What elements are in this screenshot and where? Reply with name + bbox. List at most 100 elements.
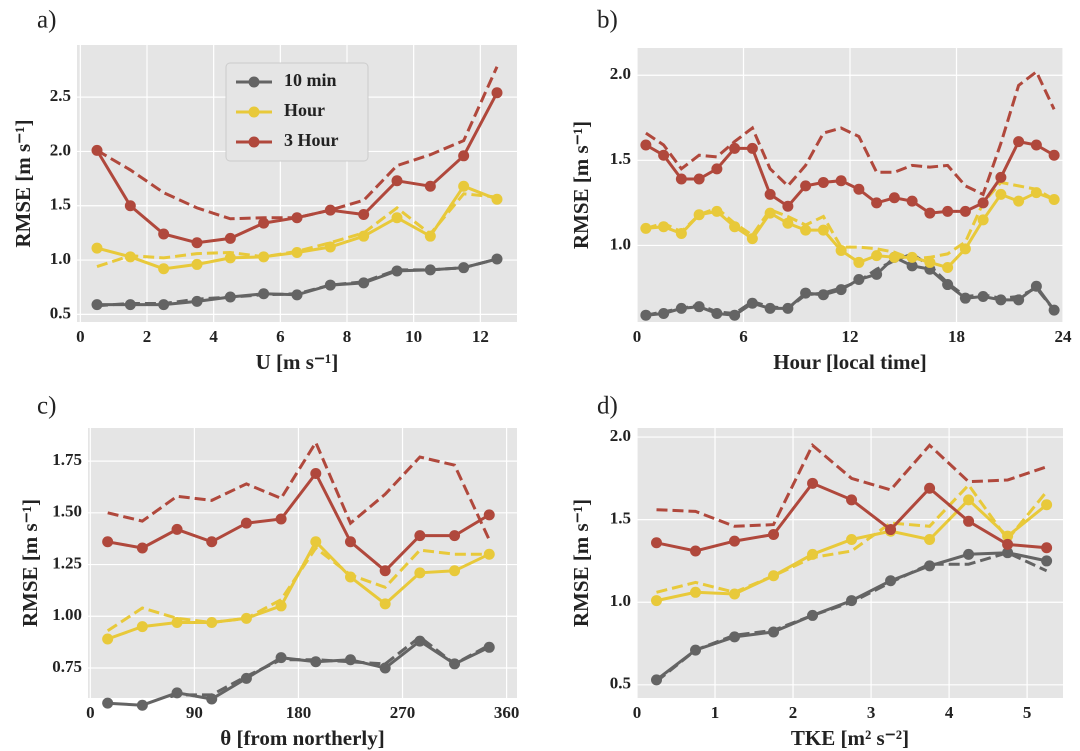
x-axis-label: TKE [m² s⁻²] [791,726,909,750]
point [693,209,705,221]
x-tick-label: 0 [86,703,95,722]
point [675,228,687,240]
point [310,536,322,548]
point [782,200,794,212]
x-tick-label: 2 [789,703,798,722]
point [291,246,303,258]
point [977,290,989,302]
point [871,197,883,209]
y-tick-label: 1.0 [610,591,631,610]
point [651,595,663,607]
x-tick-label: 1 [711,703,720,722]
point [1030,139,1042,151]
point [379,598,391,610]
point [924,256,936,268]
x-tick-label: 90 [186,703,203,722]
point [835,245,847,257]
point [640,222,652,234]
point [391,212,403,224]
point [258,288,270,300]
point [102,697,114,709]
point [275,513,287,525]
point [675,302,687,314]
x-tick-label: 4 [945,703,954,722]
point [651,537,663,549]
point [1048,149,1060,161]
point [171,687,183,699]
point [658,149,670,161]
point [942,205,954,217]
point [807,548,819,560]
point [344,536,356,548]
x-tick-label: 180 [286,703,312,722]
point [817,289,829,301]
point [764,188,776,200]
x-tick-label: 10 [405,327,422,346]
y-tick-label: 2.5 [50,86,71,105]
y-tick-label: 0.75 [52,657,82,676]
legend-box [225,62,369,162]
point [1030,280,1042,292]
point [995,171,1007,183]
y-tick-label: 2.0 [610,426,631,445]
panel-label: d) [597,393,618,420]
point [693,173,705,185]
y-tick-label: 0.5 [610,674,631,693]
x-tick-label: 4 [209,327,218,346]
legend-marker [248,136,260,148]
point [835,284,847,296]
series-line [107,470,490,573]
point [483,641,495,653]
point [324,241,336,253]
point [782,302,794,314]
point [782,217,794,229]
point [358,230,370,242]
point [275,600,287,612]
point [640,139,652,151]
y-tick-label: 1.00 [52,605,82,624]
point [906,260,918,272]
point [995,188,1007,200]
point [91,299,103,311]
point [191,258,203,270]
x-tick-label: 0 [633,703,642,722]
point [846,595,858,607]
point [224,291,236,303]
point [1048,193,1060,205]
point [888,192,900,204]
point [853,273,865,285]
point [1030,187,1042,199]
point [924,207,936,219]
point [835,175,847,187]
panel-label: c) [37,393,56,420]
panel-label: a) [37,7,56,34]
point [853,183,865,195]
point [1002,538,1014,550]
point [853,256,865,268]
point [391,265,403,277]
y-axis-label: RMSE [m s⁻¹] [569,499,593,627]
point [191,237,203,249]
point [102,536,114,548]
point [191,295,203,307]
point [344,654,356,666]
legend-marker [248,106,260,118]
point [206,693,218,705]
y-tick-label: 1.5 [610,149,631,168]
point [324,279,336,291]
point [458,180,470,192]
x-tick-label: 6 [739,327,748,346]
point [171,523,183,535]
point [711,307,723,319]
dashed-line [645,69,1056,197]
point [424,230,436,242]
x-tick-label: 12 [842,327,859,346]
point [458,262,470,274]
point [764,302,776,314]
point [658,221,670,233]
x-tick-label: 12 [472,327,489,346]
point [963,515,975,527]
point [358,208,370,220]
x-axis-label: U [m s⁻¹] [256,350,339,374]
